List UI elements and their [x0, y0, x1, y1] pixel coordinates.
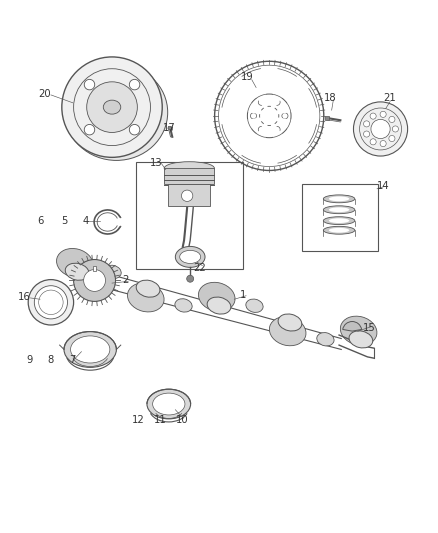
Wedge shape: [269, 116, 317, 143]
Wedge shape: [269, 88, 317, 116]
Ellipse shape: [64, 332, 117, 367]
Circle shape: [274, 99, 280, 106]
Text: 11: 11: [154, 415, 166, 425]
Text: 18: 18: [324, 93, 337, 103]
Text: 14: 14: [376, 181, 389, 191]
Ellipse shape: [152, 393, 185, 415]
Circle shape: [364, 131, 370, 137]
Text: 17: 17: [162, 123, 175, 133]
Text: 1: 1: [240, 290, 246, 300]
Circle shape: [34, 286, 67, 319]
Circle shape: [274, 126, 280, 133]
Circle shape: [258, 126, 265, 133]
Circle shape: [62, 57, 162, 157]
Circle shape: [370, 113, 376, 119]
Text: 2: 2: [122, 276, 128, 286]
Circle shape: [251, 113, 257, 119]
Wedge shape: [242, 69, 269, 116]
Text: 21: 21: [383, 93, 396, 103]
Circle shape: [353, 102, 408, 156]
Circle shape: [371, 119, 390, 139]
Ellipse shape: [175, 246, 205, 268]
Circle shape: [258, 99, 265, 106]
Ellipse shape: [127, 283, 164, 312]
Circle shape: [392, 126, 399, 132]
Ellipse shape: [323, 217, 355, 224]
Circle shape: [282, 113, 288, 119]
Text: 7: 7: [70, 356, 76, 365]
Ellipse shape: [329, 207, 349, 212]
Text: 10: 10: [176, 415, 188, 425]
Circle shape: [87, 82, 138, 133]
Ellipse shape: [329, 197, 349, 201]
Ellipse shape: [317, 333, 334, 346]
Wedge shape: [343, 321, 362, 331]
Circle shape: [84, 270, 106, 292]
Text: 12: 12: [132, 415, 145, 425]
Wedge shape: [222, 88, 269, 116]
Bar: [168, 126, 173, 130]
Wedge shape: [269, 69, 297, 116]
Circle shape: [129, 79, 140, 90]
Circle shape: [380, 141, 386, 147]
Ellipse shape: [104, 265, 121, 279]
Ellipse shape: [278, 314, 302, 331]
Text: 13: 13: [149, 158, 162, 167]
Circle shape: [28, 280, 74, 325]
Bar: [164, 168, 214, 183]
Bar: [325, 116, 328, 120]
Bar: [302, 183, 378, 251]
Text: 16: 16: [18, 292, 31, 302]
Ellipse shape: [246, 299, 263, 312]
Ellipse shape: [340, 316, 377, 345]
Ellipse shape: [57, 248, 93, 278]
Ellipse shape: [207, 297, 231, 314]
Wedge shape: [242, 116, 269, 163]
Ellipse shape: [103, 100, 121, 114]
Wedge shape: [222, 116, 269, 143]
Ellipse shape: [198, 282, 235, 311]
Ellipse shape: [349, 331, 373, 348]
Ellipse shape: [164, 161, 215, 175]
Ellipse shape: [65, 263, 89, 280]
Circle shape: [129, 124, 140, 135]
Circle shape: [389, 116, 395, 123]
Text: 19: 19: [241, 71, 254, 82]
Text: 4: 4: [83, 216, 89, 225]
Circle shape: [187, 275, 194, 282]
Ellipse shape: [71, 336, 110, 363]
Circle shape: [84, 79, 95, 90]
Text: 15: 15: [363, 322, 376, 333]
Ellipse shape: [147, 389, 191, 419]
Ellipse shape: [323, 227, 355, 234]
Bar: [168, 183, 210, 206]
Circle shape: [389, 135, 395, 142]
Ellipse shape: [175, 298, 192, 312]
Circle shape: [380, 111, 386, 117]
Bar: [93, 265, 96, 271]
Text: 22: 22: [193, 263, 206, 273]
Ellipse shape: [323, 195, 355, 203]
Wedge shape: [269, 116, 297, 163]
Ellipse shape: [136, 280, 160, 297]
Circle shape: [364, 121, 370, 127]
Ellipse shape: [329, 228, 349, 233]
Text: 20: 20: [38, 89, 51, 99]
Ellipse shape: [65, 64, 168, 160]
Circle shape: [84, 124, 95, 135]
Ellipse shape: [269, 317, 306, 346]
Text: 5: 5: [61, 216, 67, 225]
Ellipse shape: [329, 218, 349, 223]
Ellipse shape: [180, 251, 201, 263]
Bar: [136, 161, 243, 269]
Ellipse shape: [323, 206, 355, 214]
Text: 9: 9: [26, 356, 32, 365]
Circle shape: [181, 190, 193, 201]
Circle shape: [74, 260, 116, 302]
Circle shape: [370, 139, 376, 145]
Text: 8: 8: [48, 356, 54, 365]
Text: 6: 6: [37, 216, 43, 225]
